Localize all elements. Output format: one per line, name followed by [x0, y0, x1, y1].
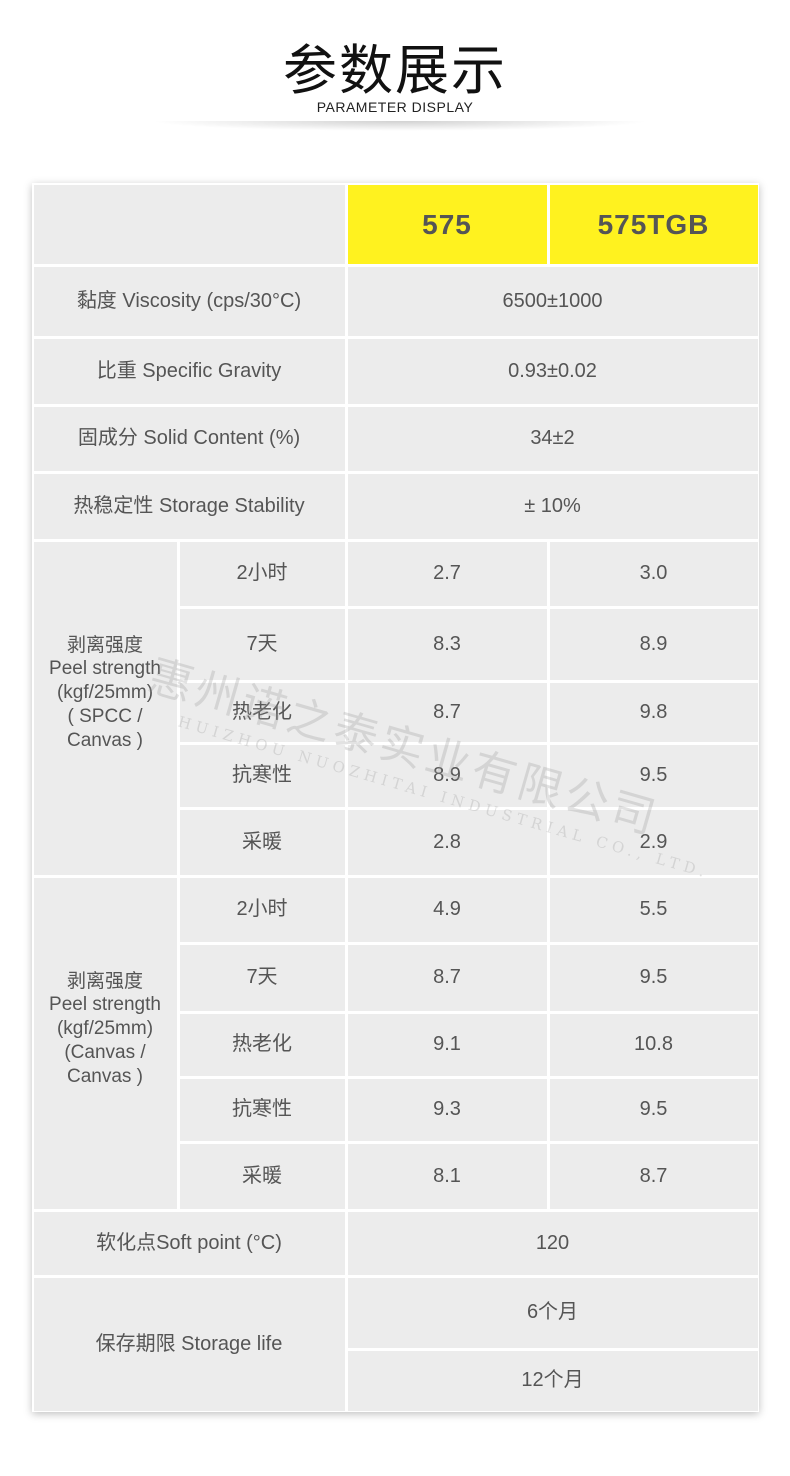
- page-subtitle: PARAMETER DISPLAY: [316, 99, 474, 115]
- condition-label: 7天: [179, 944, 345, 1011]
- value-575: 9.3: [347, 1078, 547, 1141]
- value-575tgb: 10.8: [549, 1013, 758, 1076]
- group-label: 剥离强度 Peel strength (kgf/25mm) ( SPCC / C…: [33, 541, 177, 875]
- row-label: 黏度 Viscosity (cps/30°C): [33, 266, 345, 336]
- row-value: ± 10%: [347, 473, 758, 539]
- condition-label: 采暖: [179, 1143, 345, 1209]
- value-575tgb: 9.5: [549, 944, 758, 1011]
- title-divider: [150, 121, 650, 131]
- value-575: 8.3: [347, 608, 547, 680]
- storage-life-label: 保存期限 Storage life: [33, 1277, 345, 1411]
- condition-label: 7天: [179, 608, 345, 680]
- value-575tgb: 2.9: [549, 809, 758, 875]
- header-blank-cell: [33, 184, 345, 264]
- condition-label: 2小时: [179, 541, 345, 606]
- value-575: 9.1: [347, 1013, 547, 1076]
- storage-life-value: 12个月: [347, 1350, 758, 1411]
- row-value: 6500±1000: [347, 266, 758, 336]
- page-title: 参数展示: [283, 39, 507, 102]
- row-value: 0.93±0.02: [347, 338, 758, 404]
- parameter-table: 575 575TGB 黏度 Viscosity (cps/30°C) 6500±100…: [32, 183, 759, 1412]
- column-header-575: 575: [347, 184, 547, 264]
- value-575tgb: 8.9: [549, 608, 758, 680]
- row-label: 固成分 Solid Content (%): [33, 406, 345, 471]
- value-575: 8.7: [347, 944, 547, 1011]
- value-575tgb: 5.5: [549, 877, 758, 942]
- value-575tgb: 3.0: [549, 541, 758, 606]
- value-575: 8.1: [347, 1143, 547, 1209]
- row-value: 34±2: [347, 406, 758, 471]
- value-575tgb: 9.5: [549, 744, 758, 807]
- value-575: 8.9: [347, 744, 547, 807]
- value-575tgb: 9.8: [549, 682, 758, 742]
- condition-label: 采暖: [179, 809, 345, 875]
- value-575tgb: 8.7: [549, 1143, 758, 1209]
- soft-point-label: 软化点Soft point (°C): [33, 1211, 345, 1275]
- value-575tgb: 9.5: [549, 1078, 758, 1141]
- row-label: 比重 Specific Gravity: [33, 338, 345, 404]
- value-575: 4.9: [347, 877, 547, 942]
- value-575: 2.8: [347, 809, 547, 875]
- soft-point-value: 120: [347, 1211, 758, 1275]
- condition-label: 抗寒性: [179, 744, 345, 807]
- row-label: 热稳定性 Storage Stability: [33, 473, 345, 539]
- condition-label: 2小时: [179, 877, 345, 942]
- value-575: 8.7: [347, 682, 547, 742]
- value-575: 2.7: [347, 541, 547, 606]
- column-header-575tgb: 575TGB: [549, 184, 758, 264]
- storage-life-value: 6个月: [347, 1277, 758, 1348]
- group-label: 剥离强度 Peel strength (kgf/25mm) (Canvas / …: [33, 877, 177, 1209]
- condition-label: 抗寒性: [179, 1078, 345, 1141]
- condition-label: 热老化: [179, 1013, 345, 1076]
- condition-label: 热老化: [179, 682, 345, 742]
